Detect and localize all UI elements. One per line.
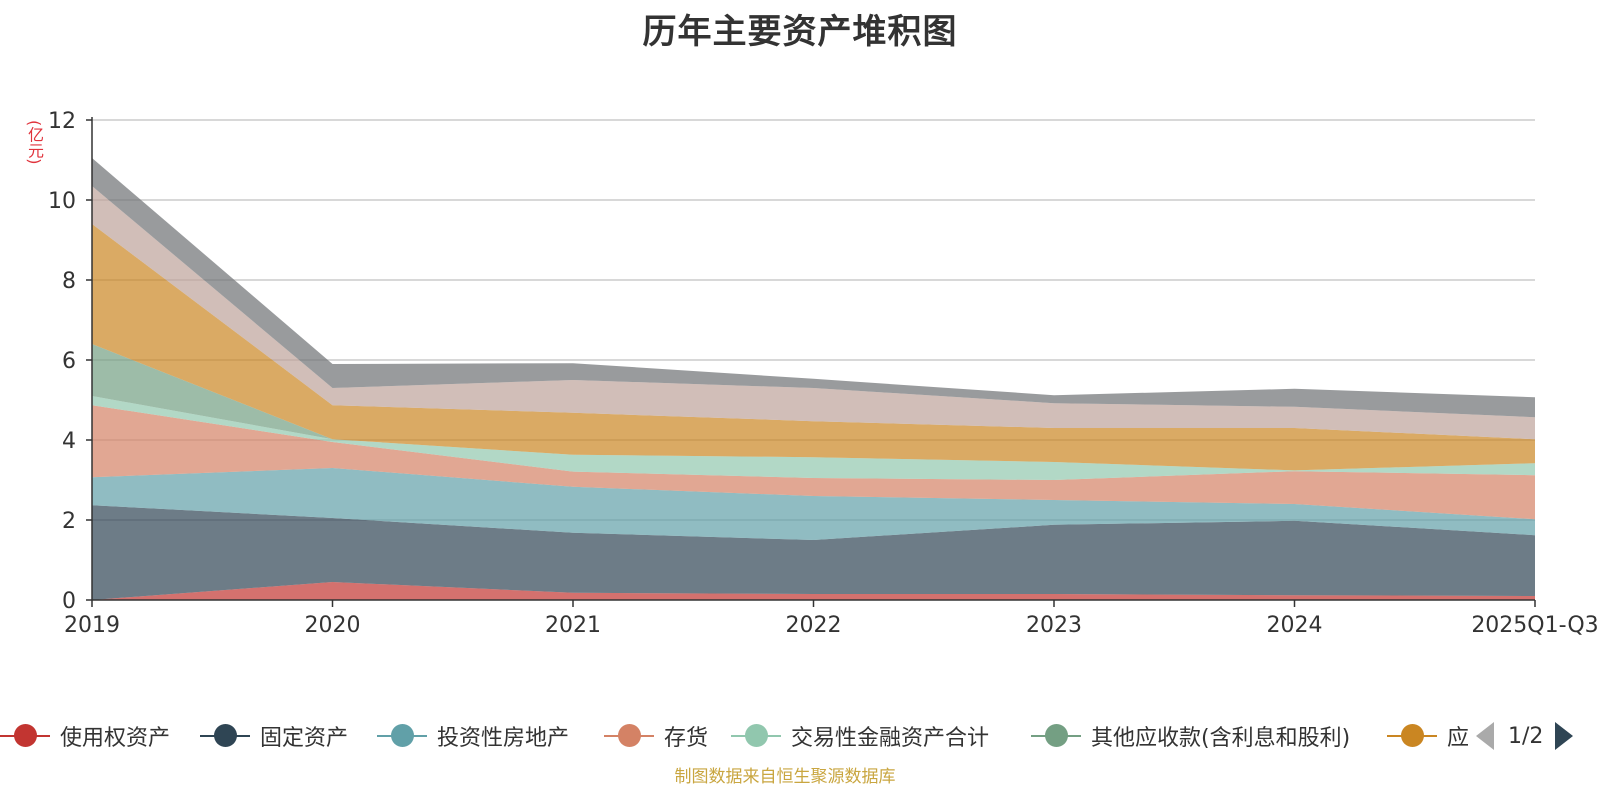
x-tick-label: 2021 <box>545 613 601 638</box>
legend-marker-icon <box>377 724 427 747</box>
legend-dot-icon <box>618 724 641 747</box>
legend-item[interactable]: 存货 <box>604 718 708 754</box>
legend-item[interactable]: 固定资产 <box>200 718 348 754</box>
chart-title: 历年主要资产堆积图 <box>642 12 958 52</box>
legend-prev-page-icon[interactable] <box>1476 722 1494 750</box>
legend-item[interactable]: 使用权资产 <box>0 718 170 754</box>
source-note: 制图数据来自恒生聚源数据库 <box>674 767 896 787</box>
legend-item[interactable]: 投资性房地产 <box>377 718 569 754</box>
x-tick-label: 2022 <box>786 613 842 638</box>
x-tick-label: 2024 <box>1267 613 1323 638</box>
stacked-area-chart: 0 2 4 6 8 10 12 2019 2020 2021 2022 2023 2024 2025Q1-… <box>48 109 1599 638</box>
legend-dot-icon <box>1401 724 1424 747</box>
area-series-4 <box>92 396 1535 480</box>
area-series-7 <box>92 186 1535 440</box>
y-tick-label: 6 <box>62 349 76 374</box>
y-tick-label: 0 <box>62 589 76 614</box>
legend-label: 使用权资产 <box>60 726 171 751</box>
x-tick-label: 2019 <box>64 613 120 638</box>
area-series <box>92 158 1535 600</box>
area-series-3 <box>92 405 1535 520</box>
y-tick-label: 4 <box>62 429 76 454</box>
x-tick-label: 2025Q1-Q3 <box>1471 613 1598 638</box>
legend-item[interactable]: 其他应收款(含利息和股利) <box>1031 718 1350 754</box>
legend-marker-icon <box>1387 724 1437 747</box>
legend-marker-icon <box>731 724 781 747</box>
y-tick-label: 12 <box>48 109 76 134</box>
area-series-1 <box>92 505 1535 600</box>
area-series-2 <box>92 468 1535 540</box>
legend-label: 其他应收款(含利息和股利) <box>1091 726 1351 751</box>
area-series-0 <box>92 582 1535 600</box>
legend-label: 投资性房地产 <box>437 726 570 751</box>
y-tick-label: 8 <box>62 269 76 294</box>
legend-marker-icon <box>0 724 50 747</box>
legend-dot-icon <box>391 724 414 747</box>
legend-marker-icon <box>604 724 654 747</box>
legend-page-indicator: 1/2 <box>1508 723 1544 749</box>
legend-label: 存货 <box>664 726 709 751</box>
legend-dot-icon <box>1045 724 1068 747</box>
legend-item[interactable]: 交易性金融资产合计 <box>731 718 989 754</box>
legend-label: 固定资产 <box>260 726 349 751</box>
legend-pager: 1/2 <box>1470 716 1600 756</box>
x-tick-label: 2023 <box>1026 613 1082 638</box>
legend-dot-icon <box>14 724 37 747</box>
legend-next-page-icon[interactable] <box>1555 722 1574 750</box>
legend-label: 交易性金融资产合计 <box>791 726 990 751</box>
legend-marker-icon <box>200 724 250 747</box>
x-tick-label: 2020 <box>305 613 361 638</box>
area-series-6 <box>92 224 1535 471</box>
legend-dot-icon <box>745 724 768 747</box>
legend: 使用权资产 固定资产 投资性房地产 存货 交易性金融资产合计 其他应收款(含利息和股利) 应… <box>0 718 1490 754</box>
y-tick-label: 10 <box>48 189 76 214</box>
y-tick-label: 2 <box>62 509 76 534</box>
legend-dot-icon <box>214 724 237 747</box>
axes: 0 2 4 6 8 10 12 2019 2020 2021 2022 2023 2024 2025Q1-… <box>48 109 1599 638</box>
y-axis-unit-label: (亿元) <box>25 120 44 165</box>
legend-marker-icon <box>1031 724 1081 747</box>
